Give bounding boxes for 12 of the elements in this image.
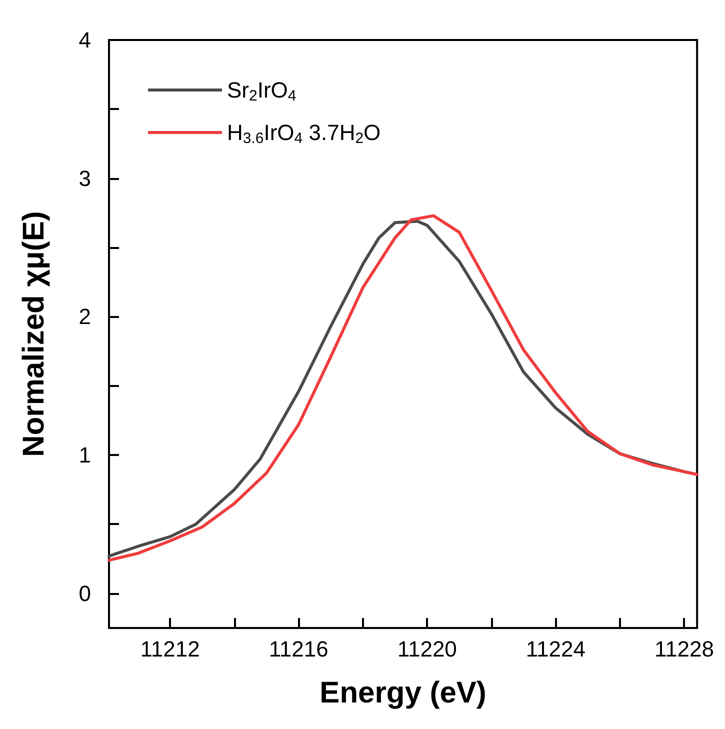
x-tick-label: 11216: [268, 636, 328, 662]
y-tick-label: 4: [78, 28, 91, 52]
x-tick-label: 11228: [654, 636, 714, 662]
y-tick-label: 0: [78, 580, 91, 606]
y-tick-label: 2: [78, 304, 91, 330]
y-tick-label: 3: [78, 166, 91, 191]
x-tick-label: 11220: [397, 636, 457, 662]
x-tick-label: 11212: [140, 636, 200, 662]
y-axis-title: Normalized χμ(E): [18, 211, 50, 457]
x-tick-label: 11224: [526, 636, 586, 662]
y-tick-label: 1: [78, 442, 91, 468]
x-axis-title: Energy (eV): [320, 676, 486, 710]
